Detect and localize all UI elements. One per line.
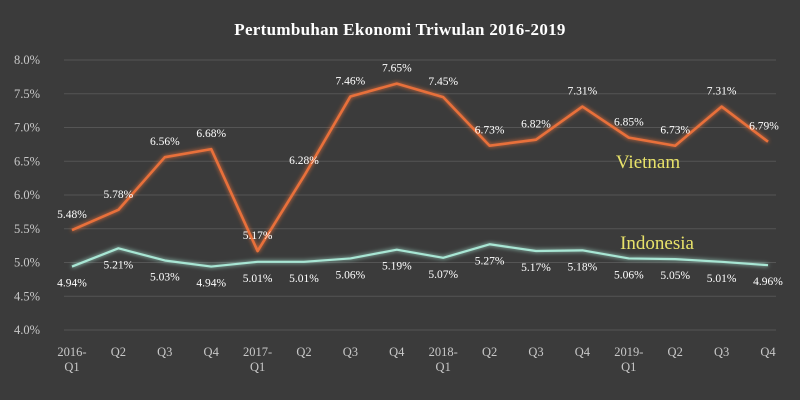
data-label: 6.68% bbox=[196, 128, 226, 140]
series-lines bbox=[71, 82, 769, 268]
x-tick-label: Q3 bbox=[528, 345, 543, 359]
data-label: 4.94% bbox=[57, 278, 87, 290]
data-label: 5.01% bbox=[289, 273, 319, 285]
data-label: 4.94% bbox=[196, 278, 226, 290]
x-tick-label: Q4 bbox=[760, 345, 776, 359]
data-label: 5.07% bbox=[428, 269, 458, 281]
data-label: 6.79% bbox=[749, 121, 779, 133]
data-label: 5.01% bbox=[243, 273, 273, 285]
y-tick-label: 4.0% bbox=[14, 323, 40, 337]
data-label: 4.96% bbox=[753, 276, 783, 288]
x-axis: 2016-Q1 Q2 Q3 Q4 2017-Q1 Q2 Q3 Q4 2018-Q1 Q2 Q3 Q4 2… bbox=[57, 345, 776, 374]
y-tick-label: 5.0% bbox=[14, 256, 40, 270]
data-label: 5.17% bbox=[521, 262, 551, 274]
data-label: 5.19% bbox=[382, 261, 412, 273]
series-name-indonesia: Indonesia bbox=[620, 233, 694, 254]
gridlines bbox=[64, 59, 776, 331]
data-label: 7.65% bbox=[382, 63, 412, 75]
x-tick-label: Q4 bbox=[389, 345, 405, 359]
data-label: 5.01% bbox=[707, 273, 737, 285]
series-line-vietnam bbox=[71, 82, 769, 253]
data-label: 5.03% bbox=[150, 271, 180, 283]
x-tick-label: 2018-Q1 bbox=[429, 345, 458, 374]
x-tick-label: 2019-Q1 bbox=[614, 345, 643, 374]
x-tick-label: Q3 bbox=[714, 345, 729, 359]
x-tick-label: Q4 bbox=[204, 345, 220, 359]
y-tick-label: 6.0% bbox=[14, 188, 40, 202]
x-tick-label: Q2 bbox=[482, 345, 497, 359]
x-tick-label: Q2 bbox=[668, 345, 683, 359]
x-tick-label: Q4 bbox=[575, 345, 591, 359]
x-tick-label: Q3 bbox=[343, 345, 358, 359]
data-label: 7.45% bbox=[428, 76, 458, 88]
x-tick-label: Q2 bbox=[111, 345, 126, 359]
data-label: 6.28% bbox=[289, 155, 319, 167]
series-name-vietnam: Vietnam bbox=[616, 152, 681, 173]
data-label: 7.31% bbox=[568, 86, 598, 98]
data-label: 6.73% bbox=[660, 125, 690, 137]
data-label: 5.78% bbox=[104, 189, 134, 201]
data-label: 5.48% bbox=[57, 209, 87, 221]
data-label: 5.17% bbox=[243, 230, 273, 242]
y-tick-label: 5.5% bbox=[14, 222, 40, 236]
y-tick-label: 8.0% bbox=[14, 53, 40, 67]
x-tick-label: Q3 bbox=[157, 345, 172, 359]
data-label: 6.82% bbox=[521, 119, 551, 131]
y-axis: 4.0% 4.5% 5.0% 5.5% 6.0% 6.5% 7.0% 7.5% 8.0% bbox=[14, 53, 40, 337]
data-label: 5.05% bbox=[660, 270, 690, 282]
data-label: 6.73% bbox=[475, 125, 505, 137]
x-tick-label: 2017-Q1 bbox=[243, 345, 272, 374]
x-tick-label: Q2 bbox=[296, 345, 311, 359]
data-label: 6.85% bbox=[614, 117, 644, 129]
series-line-indonesia bbox=[71, 243, 769, 268]
data-label: 5.06% bbox=[614, 269, 644, 281]
data-label: 5.21% bbox=[104, 259, 134, 271]
chart-title: Pertumbuhan Ekonomi Triwulan 2016-2019 bbox=[234, 20, 566, 39]
data-label: 5.18% bbox=[568, 261, 598, 273]
data-label: 6.56% bbox=[150, 136, 180, 148]
data-label: 7.31% bbox=[707, 86, 737, 98]
y-tick-label: 4.5% bbox=[14, 289, 40, 303]
data-label: 5.06% bbox=[336, 269, 366, 281]
y-tick-label: 7.0% bbox=[14, 121, 40, 135]
data-labels: 5.48% 5.78% 6.56% 6.68% 5.17% 6.28% 7.46% 7.65%… bbox=[57, 63, 783, 290]
x-tick-label: 2016-Q1 bbox=[57, 345, 86, 374]
data-label: 7.46% bbox=[336, 75, 366, 87]
data-label: 5.27% bbox=[475, 255, 505, 267]
y-tick-label: 6.5% bbox=[14, 154, 40, 168]
series-names: Vietnam Indonesia bbox=[616, 152, 695, 254]
y-tick-label: 7.5% bbox=[14, 87, 40, 101]
